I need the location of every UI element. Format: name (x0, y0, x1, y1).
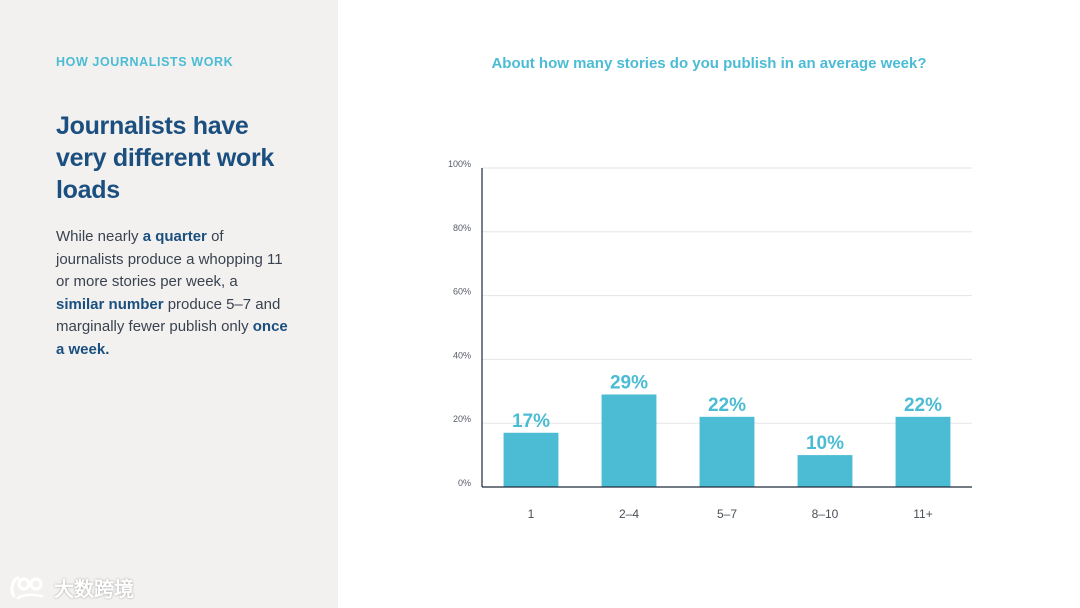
bar (895, 416, 951, 487)
x-category-label: 2–4 (619, 507, 639, 521)
y-tick-label: 20% (453, 414, 471, 424)
x-category-label: 1 (528, 507, 535, 521)
body-text-3: produce 5–7 and marginally fewer publish… (56, 295, 281, 336)
watermark-text: 大数跨境 (54, 578, 134, 601)
logo-icon (10, 576, 44, 600)
bar-value-label: 29% (610, 372, 648, 393)
value-label-layer: 17% 29% 22% 10% 22% (512, 372, 942, 454)
x-category-label: 5–7 (717, 507, 737, 521)
bar-value-label: 22% (904, 395, 942, 416)
bar (699, 416, 755, 487)
y-tick-label: 40% (453, 350, 471, 360)
body-paragraph: While nearly a quarter of journalists pr… (56, 226, 288, 361)
category-label-layer: 1 2–4 5–7 8–10 11+ (528, 507, 933, 521)
body-text-1: While nearly (56, 228, 143, 245)
body-emphasis-3: once a week. (56, 318, 288, 358)
y-tick-label: 80% (453, 223, 471, 233)
bar-value-label: 10% (806, 433, 844, 454)
chart-title: About how many stories do you publish in… (491, 55, 927, 72)
section-eyebrow: HOW JOURNALISTS WORK (56, 55, 234, 69)
body-text-2: of journalists produce a whopping 11 or … (56, 228, 283, 290)
x-category-label: 8–10 (812, 507, 839, 521)
body-emphasis-2: similar number (56, 295, 164, 313)
grid-layer (482, 167, 972, 424)
y-tick-label: 60% (453, 287, 471, 297)
bar-chart: 0% 20% 40% 60% 80% 100% 17% 29% 22% 10% 22% 1 2–4 5… (448, 159, 972, 521)
bar (503, 432, 559, 487)
bar-layer (503, 394, 951, 487)
headline: Journalists have very different work loa… (56, 112, 274, 204)
y-tick-layer: 0% 20% 40% 60% 80% 100% (448, 159, 471, 488)
bar-value-label: 17% (512, 411, 550, 432)
left-panel: HOW JOURNALISTS WORK Journalists have ve… (0, 0, 338, 608)
x-category-label: 11+ (913, 507, 932, 521)
bar-value-label: 22% (708, 395, 746, 416)
y-tick-label: 100% (448, 159, 471, 169)
bar (601, 394, 657, 487)
watermark: 大数跨境 (8, 572, 134, 602)
body-emphasis-1: a quarter (142, 228, 207, 245)
y-tick-label: 0% (458, 478, 471, 488)
bar (797, 455, 853, 487)
